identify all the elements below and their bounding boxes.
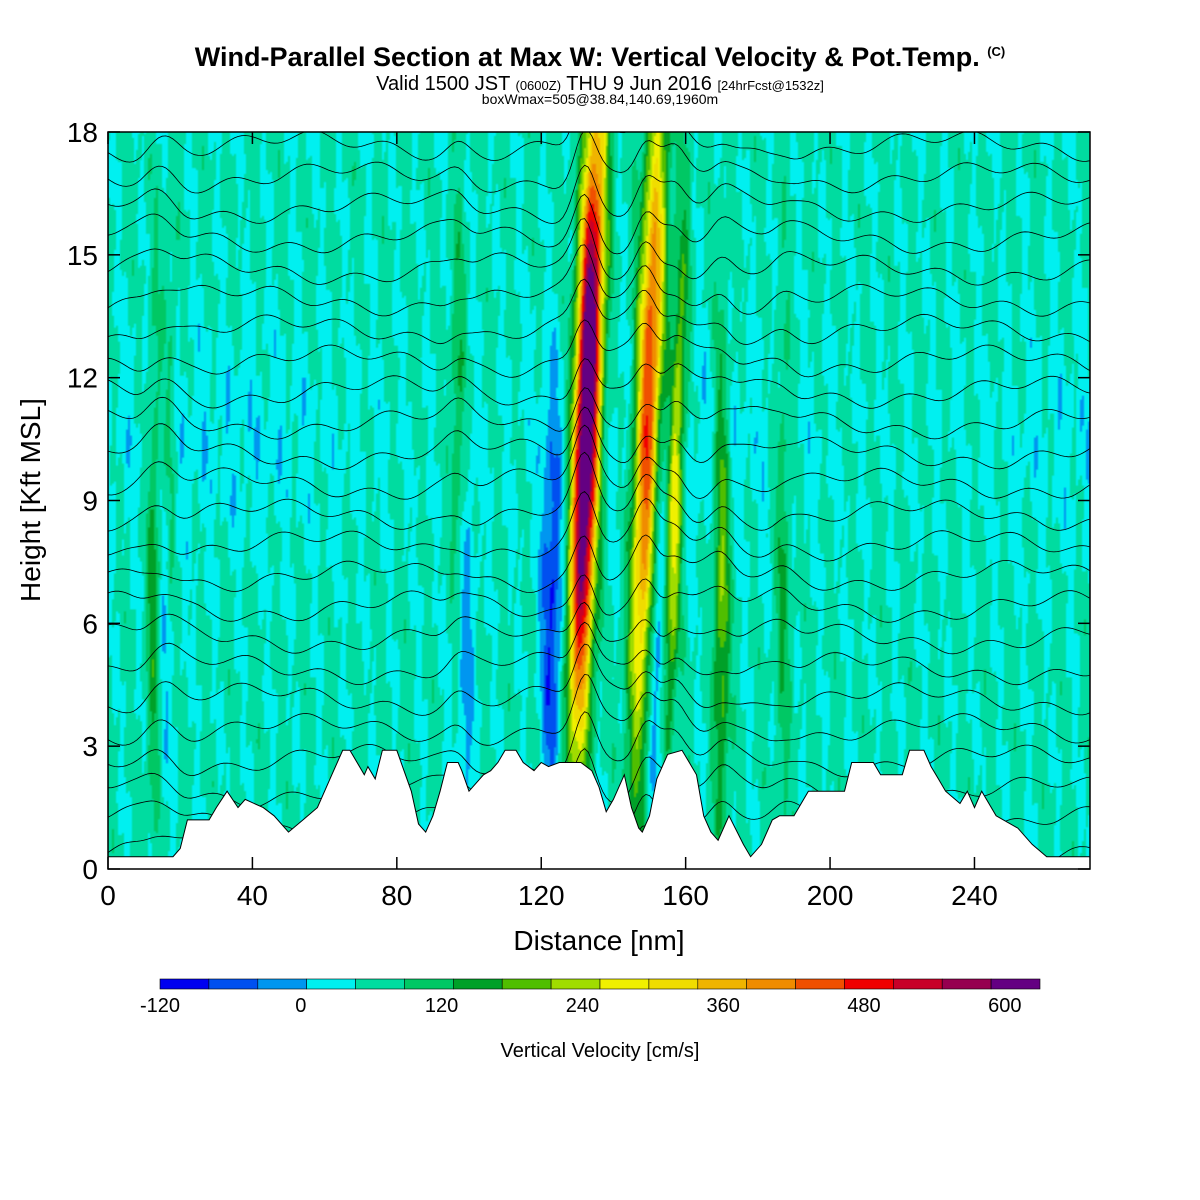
isentrope-line: [108, 574, 1090, 623]
terrain-mask: [107, 749, 1091, 870]
isentrope-line: [108, 534, 1090, 593]
isentrope-line: [108, 244, 1090, 317]
x-tick-label: 0: [100, 880, 116, 911]
isentrope-line: [108, 319, 1090, 378]
y-tick-label: 0: [82, 854, 98, 885]
colorbar-swatch: [257, 978, 307, 990]
isentrope-line: [108, 193, 1090, 255]
colorbar-swatch: [404, 978, 454, 990]
isentrope-line: [108, 164, 1090, 224]
colorbar-swatch: [452, 978, 503, 990]
colorbar-swatch: [159, 978, 210, 990]
y-axis-label: Height [Kft MSL]: [15, 398, 46, 602]
isentrope-line: [108, 601, 1090, 655]
forecast-info: [24hrFcst@1532z]: [717, 78, 824, 93]
x-axis: 0 40 80 120 160 200 240: [100, 132, 998, 911]
isentrope-line: [108, 643, 1090, 716]
x-tick-label: 240: [951, 880, 998, 911]
colorbar-tick-label: 0: [295, 995, 306, 1017]
utc-time: (0600Z): [515, 78, 562, 93]
isentrope-line: [108, 451, 1090, 532]
y-tick-label: 9: [82, 486, 98, 517]
isentrope-line: [108, 621, 1090, 686]
valid-time: Valid 1500 JST: [376, 73, 510, 95]
isentrope-line: [108, 278, 1090, 345]
colorbar-swatch: [501, 978, 552, 990]
isentrope-line: [108, 406, 1090, 470]
colorbar-swatch: [892, 978, 943, 990]
x-tick-label: 160: [662, 880, 709, 911]
x-tick-label: 80: [381, 880, 412, 911]
colorbar-swatch: [795, 978, 845, 990]
y-tick-label: 15: [67, 240, 98, 271]
isentrope-line: [108, 358, 1090, 409]
colorbar: -120 0 120 240 360 480 600: [140, 978, 1041, 1017]
chart-title-text: Wind-Parallel Section at Max W: Vertical…: [194, 42, 980, 72]
colorbar-swatch: [550, 978, 601, 990]
colorbar-swatch: [697, 978, 747, 990]
y-tick-label: 18: [67, 117, 98, 148]
colorbar-tick-label: 480: [847, 995, 880, 1017]
colorbar-tick-label: 240: [566, 995, 599, 1017]
colorbar-tick-label: 120: [425, 995, 458, 1017]
isentrope-line: [108, 218, 1090, 286]
y-tick-label: 12: [67, 363, 98, 394]
colorbar-swatch: [648, 978, 699, 990]
colorbar-swatch: [844, 978, 894, 990]
vertical-velocity-field: [108, 132, 1090, 869]
colorbar-swatch: [306, 978, 356, 990]
y-tick-label: 3: [82, 731, 98, 762]
x-axis-label: Distance [nm]: [513, 925, 684, 956]
x-tick-label: 120: [518, 880, 565, 911]
y-tick-label: 6: [82, 608, 98, 639]
colorbar-swatch: [355, 978, 405, 990]
valid-date: THU 9 Jun 2016: [566, 73, 712, 95]
colorbar-swatch: [599, 978, 650, 990]
colorbar-tick-label: 360: [707, 995, 740, 1017]
colorbar-swatch: [746, 978, 796, 990]
isentrope-line: [108, 490, 1090, 562]
chart-title: Wind-Parallel Section at Max W: Vertical…: [0, 42, 1200, 73]
copyright-mark: (C): [987, 44, 1006, 59]
isentrope-line: [108, 424, 1090, 500]
colorbar-tick-label: -120: [140, 995, 180, 1017]
isentrope-line: [108, 387, 1090, 440]
isentrope-line: [108, 132, 1090, 163]
x-tick-label: 200: [807, 880, 854, 911]
box-wmax-info: boxWmax=505@38.84,140.69,1960m: [481, 91, 719, 107]
isentrope-line: [108, 673, 1090, 746]
y-axis: 0 3 6 9 12 15 18: [67, 117, 1090, 885]
colorbar-label: Vertical Velocity [cm/s]: [501, 1040, 700, 1062]
chart-subtitle: Valid 1500 JST (0600Z) THU 9 Jun 2016 [2…: [0, 73, 1200, 96]
colorbar-swatch: [990, 978, 1041, 990]
x-tick-label: 40: [237, 880, 268, 911]
colorbar-swatch: [941, 978, 992, 990]
isentrope-line: [108, 132, 1090, 194]
colorbar-tick-label: 600: [988, 995, 1021, 1017]
colorbar-swatch: [208, 978, 259, 990]
